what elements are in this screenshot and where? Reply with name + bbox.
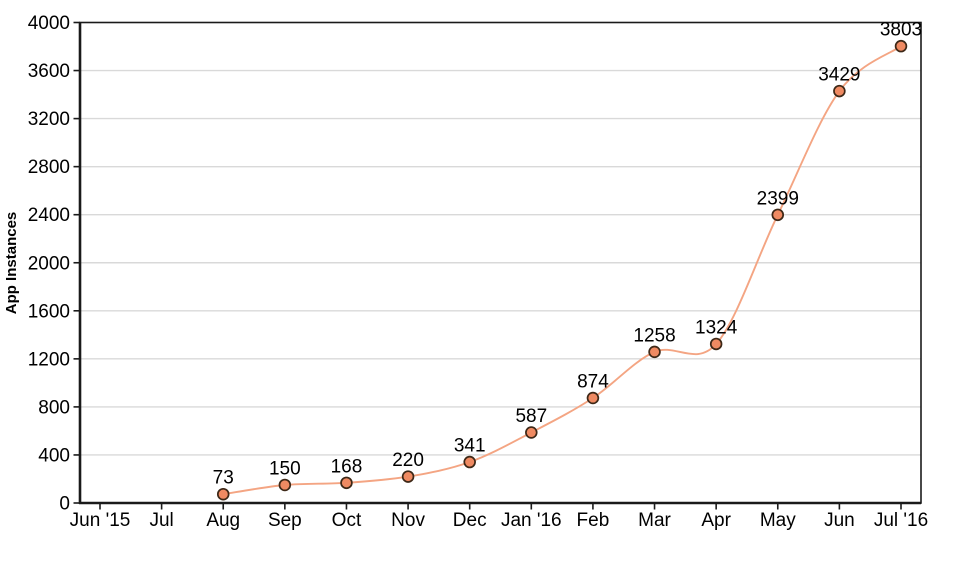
data-point-label: 1258	[633, 325, 675, 346]
data-point-label: 587	[515, 406, 547, 427]
data-point-marker	[278, 478, 292, 492]
x-tick-label: Sep	[268, 510, 302, 531]
x-tick-label: Jun '15	[70, 510, 131, 531]
data-point-label: 168	[331, 456, 363, 477]
data-point-label: 73	[213, 468, 234, 489]
x-tick-label: Jan '16	[501, 510, 562, 531]
y-tick-label: 2000	[28, 253, 70, 274]
data-point-marker	[709, 337, 723, 351]
data-point-marker	[771, 208, 785, 222]
y-tick-label: 0	[59, 494, 70, 515]
y-tick-label: 1600	[28, 301, 70, 322]
data-point-label: 3803	[880, 20, 922, 41]
series	[216, 39, 908, 501]
data-point-label: 220	[392, 450, 424, 471]
data-point-marker	[340, 476, 353, 490]
data-point-marker	[216, 487, 230, 501]
data-point-label: 1324	[695, 317, 738, 338]
x-tick-label: Feb	[577, 510, 610, 531]
data-point-marker	[463, 455, 476, 469]
y-tick-label: 400	[38, 445, 70, 466]
y-tick-label: 2800	[28, 157, 70, 178]
data-point-marker	[648, 345, 661, 359]
y-tick-label: 2400	[28, 205, 70, 226]
series-line	[223, 45, 902, 496]
x-tick-label: Mar	[638, 510, 671, 531]
y-tick-label: 800	[38, 397, 70, 418]
y-tick-label: 1200	[28, 349, 70, 370]
data-point-label: 2399	[757, 188, 799, 209]
x-tick-label: Jul '16	[874, 510, 928, 531]
data-point-label: 3429	[818, 65, 860, 86]
x-tick-label: Aug	[206, 510, 240, 531]
gridlines	[80, 69, 921, 456]
y-tick-label: 3200	[28, 109, 70, 130]
x-tick-label: May	[760, 510, 796, 531]
data-point-marker	[894, 39, 908, 53]
x-tick-label: Oct	[332, 510, 362, 531]
data-point-label: 150	[269, 458, 301, 479]
data-point-marker	[833, 84, 846, 98]
x-tick-label: Apr	[701, 510, 731, 531]
x-tick-label: Jul	[149, 510, 173, 531]
x-tick-label: Dec	[453, 510, 487, 531]
x-tick-label: Nov	[391, 510, 425, 531]
data-point-marker	[401, 470, 415, 483]
y-tick-label: 4000	[28, 13, 70, 34]
data-point-marker	[525, 426, 538, 439]
data-labels: 73 150 168 220 341 587 874 1258 1324 2399 3429 3803	[213, 20, 922, 489]
data-point-marker	[586, 391, 600, 405]
axes: 0 400 800 1200 1600 2000 2400 2800 3200 3600 4000 J…	[28, 13, 928, 531]
data-point-label: 341	[454, 436, 486, 457]
x-tick-label: Jun	[824, 510, 855, 531]
y-axis-title: App Instances	[3, 212, 20, 315]
data-point-label: 874	[577, 372, 609, 393]
y-tick-label: 3600	[28, 61, 70, 82]
